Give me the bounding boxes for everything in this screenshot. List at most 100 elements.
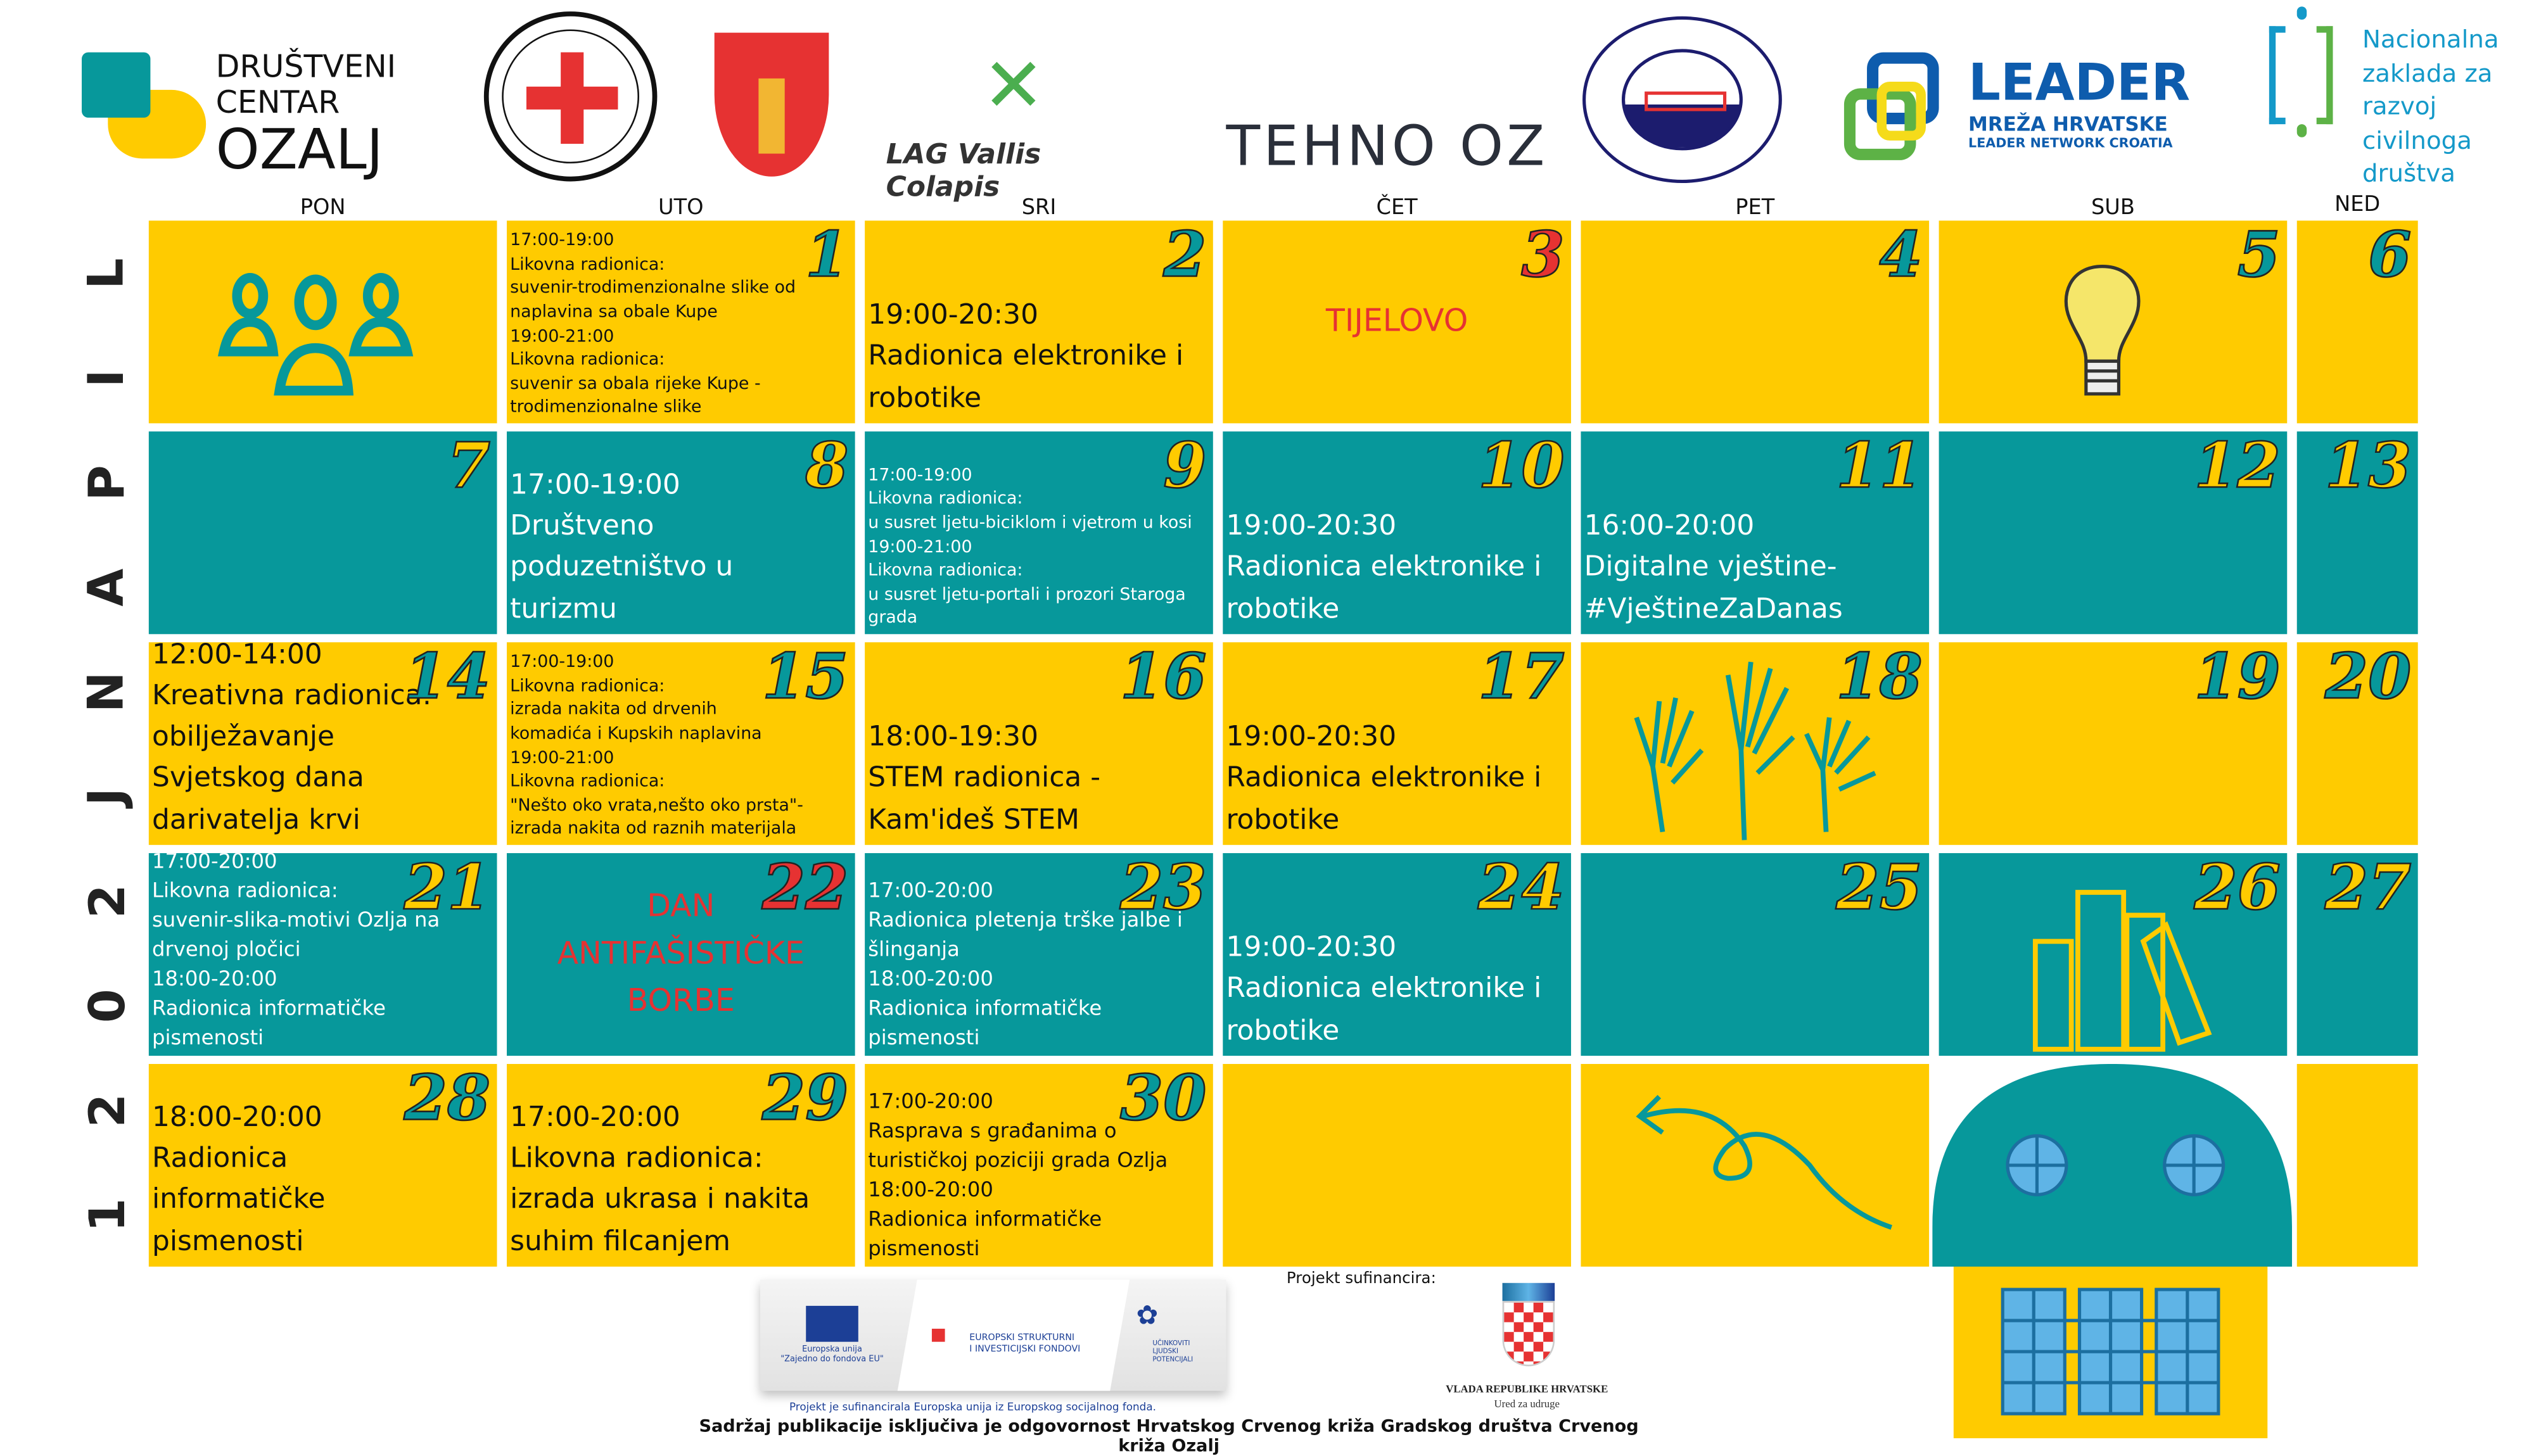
event-line: turizmu	[510, 592, 617, 626]
gov-label: VLADA REPUBLIKE HRVATSKE	[1446, 1384, 1608, 1396]
event-text: 19:00-20:30 Radionica elektronike i roboti…	[1226, 718, 1567, 842]
event-line: drvenoj pločici	[151, 936, 301, 961]
event-line: Radionica informatičke	[868, 995, 1102, 1020]
side-title-letter: 2	[79, 883, 137, 918]
event-line: Likovna radionica:	[510, 771, 665, 792]
day-number: 1	[805, 220, 850, 291]
logo-line: DRUŠTVENI	[215, 49, 397, 85]
calendar-day-sun-13: 13	[2296, 431, 2418, 635]
croatia-crown-icon	[1502, 1282, 1555, 1301]
drustveni-centar-logo: DRUŠTVENI CENTAR OZALJ	[79, 49, 422, 180]
event-line: 17:00-19:00	[868, 465, 972, 486]
event-line: Likovna radionica:	[510, 350, 665, 370]
disclaimer: Sadržaj publikacije isključiva je odgovo…	[699, 1417, 1639, 1456]
event-text: 19:00-20:30 Radionica elektronike i roboti…	[1226, 928, 1567, 1053]
leader-title: LEADER	[1968, 54, 2191, 113]
day-number: 22	[761, 853, 850, 924]
event-line: robotike	[1226, 803, 1340, 837]
esif-label: EUROPSKI STRUKTURNI	[969, 1333, 1075, 1344]
event-line: Likovna radionica:	[510, 255, 665, 275]
day-number: 18	[1835, 642, 1923, 713]
event-line: Radionica informatičke	[151, 995, 386, 1020]
calendar-day-wed-23: 17:00-20:00 Radionica pletenja trške jalb…	[865, 853, 1213, 1056]
event-line: 19:00-20:30	[1226, 932, 1397, 965]
event-line: trodimenzionalne slike	[510, 398, 702, 418]
event-line: suhim filcanjem	[510, 1225, 731, 1258]
event-text: 12:00-14:00 Kreativna radionica: obilježav…	[152, 642, 493, 842]
event-line: Likovna radionica:	[868, 489, 1023, 509]
event-line: obilježavanje	[151, 721, 335, 754]
calendar-day-mon-28: 18:00-20:00 Radionica informatičke pismenos…	[148, 1063, 497, 1267]
event-line: 17:00-19:00	[510, 231, 614, 251]
event-line: suvenir sa obala rijeke Kupe -	[510, 374, 761, 394]
eu-cofinancing-note: Projekt je sufinancirala Europska unija …	[789, 1400, 1156, 1414]
calendar-grid: 17:00-19:00 Likovna radionica: suvenir-tro…	[148, 220, 2418, 1267]
event-line: izrada nakita od raznih materijala	[510, 819, 797, 839]
event-line: 19:00-20:30	[1226, 721, 1397, 754]
event-line: robotike	[868, 382, 982, 415]
day-number: 21	[403, 853, 491, 924]
ozalj-coat-of-arms	[714, 32, 829, 177]
calendar-day-tue-29: 17:00-20:00 Likovna radionica: izrada ukra…	[506, 1063, 855, 1267]
event-line: robotike	[1226, 592, 1340, 626]
event-line: Radionica elektronike i	[1226, 551, 1542, 585]
event-line: informatičke	[151, 1184, 326, 1217]
event-line: 19:00-20:30	[868, 299, 1039, 332]
calendar-day-wed-2: 19:00-20:30 Radionica elektronike i roboti…	[865, 220, 1213, 424]
event-text: 16:00-20:00 Digitalne vještine- #VještineZ…	[1584, 507, 1926, 631]
event-line: suvenir-slika-motivi Ozlja na	[151, 907, 440, 932]
side-title-letter: N	[79, 671, 137, 712]
nacionalna-zaklada-logo: Nacionalna zaklada za razvoj civilnoga d…	[2264, 6, 2526, 189]
event-line: 12:00-14:00	[151, 642, 322, 671]
event-line: Društveno	[510, 510, 654, 543]
event-text: 17:00-20:00 Rasprava s građanima o turisti…	[868, 1087, 1209, 1263]
calendar-poster: DRUŠTVENI CENTAR OZALJ ✕ LAG Vallis Cola…	[79, 6, 2526, 1456]
event-text: 17:00-20:00 Likovna radionica: suvenir-sli…	[152, 853, 493, 1053]
day-number: 7	[447, 431, 492, 502]
calendar-day-fri-4: 4	[1581, 220, 1930, 424]
calendar-day-wed-9: 17:00-19:00 Likovna radionica: u susret lj…	[865, 431, 1213, 635]
day-number: 8	[805, 431, 850, 502]
event-line: 16:00-20:00	[1584, 510, 1755, 543]
esf-label: POTENCIJALI	[1152, 1355, 1194, 1364]
day-number: 23	[1119, 853, 1207, 924]
event-line: Likovna radionica:	[510, 676, 665, 696]
event-line: suvenir-trodimenzionalne slike od	[510, 278, 796, 298]
calendar-day-thu-24: 19:00-20:30 Radionica elektronike i roboti…	[1223, 853, 1571, 1056]
event-line: Radionica	[151, 1143, 288, 1175]
calendar-day-mon-21: 17:00-20:00 Likovna radionica: suvenir-sli…	[148, 853, 497, 1056]
day-number: 6	[2367, 220, 2412, 291]
calendar-day-tue-15: 17:00-19:00 Likovna radionica: izrada naki…	[506, 642, 855, 845]
day-header-tue: UTO	[658, 196, 704, 221]
holiday-line: TIJELOVO	[1325, 303, 1468, 339]
event-line: 17:00-20:00	[510, 1101, 680, 1134]
day-number: 11	[1835, 431, 1923, 502]
month-year-vertical-title: L I P A N J 2 0 2 1	[79, 220, 137, 1267]
event-text: 19:00-20:30 Radionica elektronike i roboti…	[1226, 507, 1567, 631]
event-line: pismenosti	[151, 1225, 304, 1258]
side-title-letter: I	[79, 368, 137, 387]
event-line: 18:00-20:00	[868, 966, 993, 991]
esf-label: LJUDSKI	[1152, 1346, 1179, 1355]
event-line: u susret ljetu-portali i prozori Staroga	[868, 585, 1186, 605]
red-cross-logo	[483, 11, 658, 182]
day-header-sat: SUB	[2091, 196, 2135, 221]
event-line: 19:00-21:00	[510, 747, 614, 768]
event-line: Kam'ideš STEM	[868, 803, 1080, 837]
calendar-day-thu-3: TIJELOVO 3	[1223, 220, 1571, 424]
day-header-fri: PET	[1735, 196, 1775, 221]
event-line: 18:00-19:30	[868, 721, 1039, 754]
day-number: 16	[1119, 642, 1207, 713]
logo-line: zaklada za	[2362, 58, 2493, 88]
day-number: 28	[403, 1063, 491, 1134]
calendar-day-fri-18: 18	[1581, 642, 1930, 845]
day-number: 15	[761, 642, 850, 713]
calendar-day-sat	[1932, 1063, 2293, 1267]
event-line: Radionica elektronike i	[1226, 762, 1542, 795]
eu-label: Europska unija	[802, 1345, 862, 1355]
calendar-day-sat-12: 12	[1939, 431, 2288, 635]
day-number: 5	[2236, 220, 2281, 291]
day-number: 10	[1477, 431, 1565, 502]
leader-sub2: LEADER NETWORK CROATIA	[1968, 136, 2173, 151]
day-number: 24	[1477, 853, 1565, 924]
